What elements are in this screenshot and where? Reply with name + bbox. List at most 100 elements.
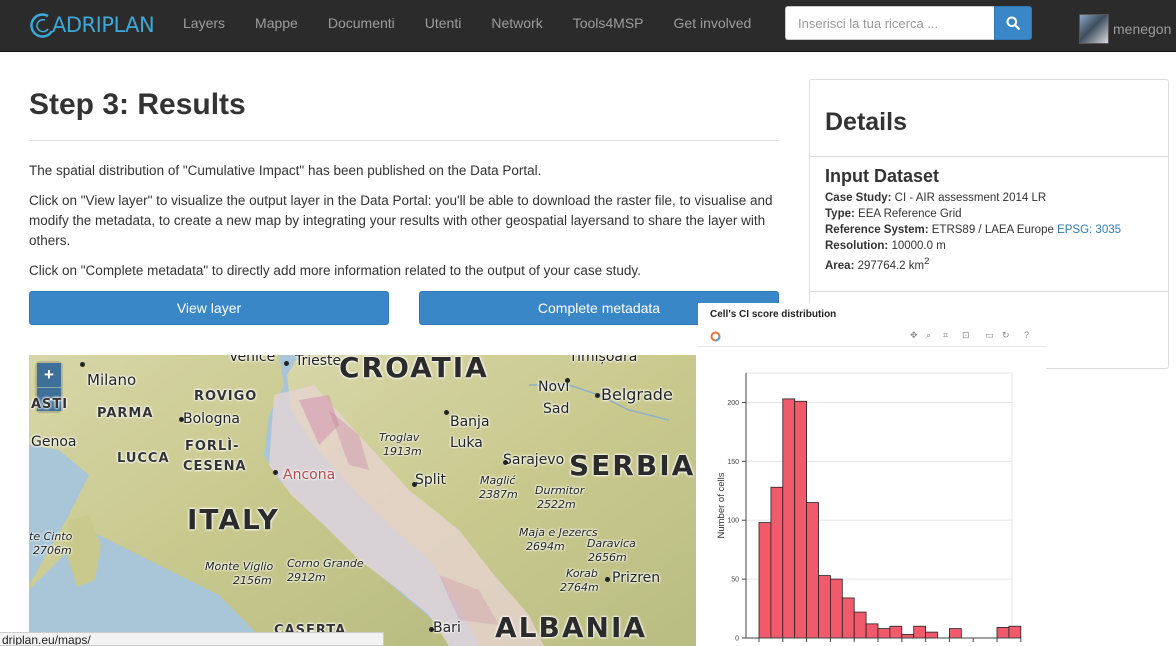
city-marker — [605, 577, 610, 582]
map-label: 2387m — [479, 488, 518, 501]
reference-system-row: Reference System: ETRS89 / LAEA Europe E… — [825, 224, 1121, 236]
map-label: Bologna — [183, 411, 240, 427]
map-label: Belgrade — [601, 385, 673, 404]
y-tick-label: 0 — [735, 636, 739, 643]
search-input[interactable] — [785, 6, 994, 40]
nav-get-involved[interactable]: Get involved — [673, 15, 752, 31]
map-label: ALBANIA — [495, 611, 648, 644]
chart-plot-area: 0 50 100 150 200 Number of cells — [716, 372, 1022, 643]
resolution-label: Resolution: — [825, 240, 889, 252]
map-label: CESENA — [183, 459, 247, 474]
city-marker — [429, 627, 434, 632]
nav-network[interactable]: Network — [491, 15, 543, 31]
search-button[interactable] — [994, 6, 1032, 40]
results-map[interactable]: + − Venice Trieste CROATIA Timișoara Mil… — [29, 355, 696, 646]
chart-toolbar: ✥ ⌕ ⌗ ⊡ ▭ ↻ ? — [698, 327, 1046, 347]
case-study-label: Case Study: — [825, 192, 892, 204]
map-label: ASTI — [31, 397, 69, 412]
histogram-bar — [770, 486, 784, 639]
map-label: Monte Viglio — [205, 560, 274, 573]
histogram-bar — [889, 625, 903, 639]
save-tool-icon[interactable]: ▭ — [985, 330, 994, 340]
title-divider — [29, 140, 779, 141]
map-label: Corno Grande — [287, 557, 364, 570]
city-marker — [444, 410, 449, 415]
help-tool-icon[interactable]: ? — [1024, 330, 1030, 340]
view-layer-button[interactable]: View layer — [29, 291, 389, 325]
type-row: Type: EEA Reference Grid — [825, 208, 962, 220]
details-divider — [810, 291, 1168, 292]
area-unit-exponent: 2 — [924, 256, 930, 267]
bokeh-logo-icon[interactable] — [710, 331, 721, 342]
resolution-row: Resolution: 10000.0 m — [825, 240, 946, 252]
box-select-tool-icon[interactable]: ⊡ — [962, 330, 970, 340]
city-marker — [565, 378, 570, 383]
map-label: Maja e Jezercs — [519, 526, 598, 539]
histogram-bar — [877, 628, 891, 639]
nav-mappe[interactable]: Mappe — [255, 15, 298, 31]
brand-logo-link[interactable]: ADRIPLAN — [28, 8, 155, 42]
map-label: te Cinto — [29, 530, 73, 543]
box-zoom-tool-icon[interactable]: ⌗ — [943, 330, 949, 340]
zoom-out-button[interactable]: − — [37, 387, 61, 411]
map-label: 2764m — [560, 581, 599, 594]
map-label: Trieste — [295, 355, 342, 369]
histogram-bar — [794, 400, 807, 639]
status-bar-url: driplan.eu/maps/ — [0, 632, 384, 646]
details-divider — [810, 156, 1168, 157]
input-dataset-heading: Input Dataset — [825, 166, 940, 186]
histogram-bar — [829, 578, 843, 639]
nav-documenti[interactable]: Documenti — [327, 15, 395, 31]
resolution-value: 10000.0 m — [891, 240, 946, 252]
zoom-in-button[interactable]: + — [37, 363, 61, 387]
histogram-bar — [853, 611, 867, 639]
histogram-bar — [806, 502, 819, 639]
map-label: FORLÌ- — [185, 439, 240, 454]
area-label: Area: — [825, 259, 855, 272]
map-label: Genoa — [31, 434, 77, 450]
histogram-bar — [818, 575, 831, 639]
search-form — [785, 6, 1032, 40]
type-label: Type: — [825, 208, 855, 220]
reset-tool-icon[interactable]: ↻ — [1002, 330, 1010, 340]
wheel-zoom-tool-icon[interactable]: ⌕ — [926, 330, 932, 340]
map-label: SERBIA — [569, 449, 696, 482]
y-tick-label: 150 — [727, 459, 739, 466]
case-study-value: CI - AIR assessment 2014 LR — [894, 192, 1047, 204]
reference-system-label: Reference System: — [825, 224, 929, 236]
map-label: Sarajevo — [503, 452, 565, 468]
histogram-bar — [841, 597, 855, 639]
city-marker — [80, 362, 85, 367]
map-label: 2156m — [233, 574, 272, 587]
map-zoom-control: + − — [37, 363, 61, 411]
top-navbar: ADRIPLAN Layers Mappe Documenti Utenti N… — [0, 0, 1176, 52]
histogram-bar — [925, 631, 938, 639]
city-marker — [503, 460, 508, 465]
pan-tool-icon[interactable]: ✥ — [910, 330, 918, 340]
city-marker — [284, 361, 289, 366]
histogram-bar — [758, 522, 772, 639]
histogram-bar — [782, 398, 796, 639]
map-label: PARMA — [97, 406, 154, 421]
map-basemap — [29, 355, 696, 646]
nav-utenti[interactable]: Utenti — [424, 15, 462, 31]
map-label: Sad — [543, 401, 570, 417]
histogram-bar — [996, 626, 1010, 639]
case-study-row: Case Study: CI - AIR assessment 2014 LR — [825, 192, 1046, 204]
type-value: EEA Reference Grid — [858, 208, 962, 220]
ci-score-chart: Cell's CI score distribution ✥ ⌕ ⌗ ⊡ ▭ ↻… — [698, 303, 1046, 646]
epsg-link[interactable]: EPSG: 3035 — [1057, 224, 1122, 236]
map-label: Novi — [538, 379, 570, 395]
nav-tools4msp[interactable]: Tools4MSP — [572, 15, 644, 31]
user-menu[interactable]: menegon — [1079, 14, 1171, 44]
main-nav: Layers Mappe Documenti Utenti Network To… — [168, 0, 766, 52]
search-icon — [1006, 16, 1020, 30]
area-row: Area: 297764.2 km2 — [825, 256, 929, 272]
nav-layers[interactable]: Layers — [183, 15, 226, 31]
metadata-instructions: Click on "Complete metadata" to directly… — [29, 263, 641, 278]
map-label: Timișoara — [569, 355, 638, 365]
histogram-bar — [865, 623, 879, 639]
map-label: CROATIA — [339, 355, 489, 384]
avatar — [1079, 14, 1109, 44]
y-axis-label: Number of cells — [716, 472, 727, 538]
